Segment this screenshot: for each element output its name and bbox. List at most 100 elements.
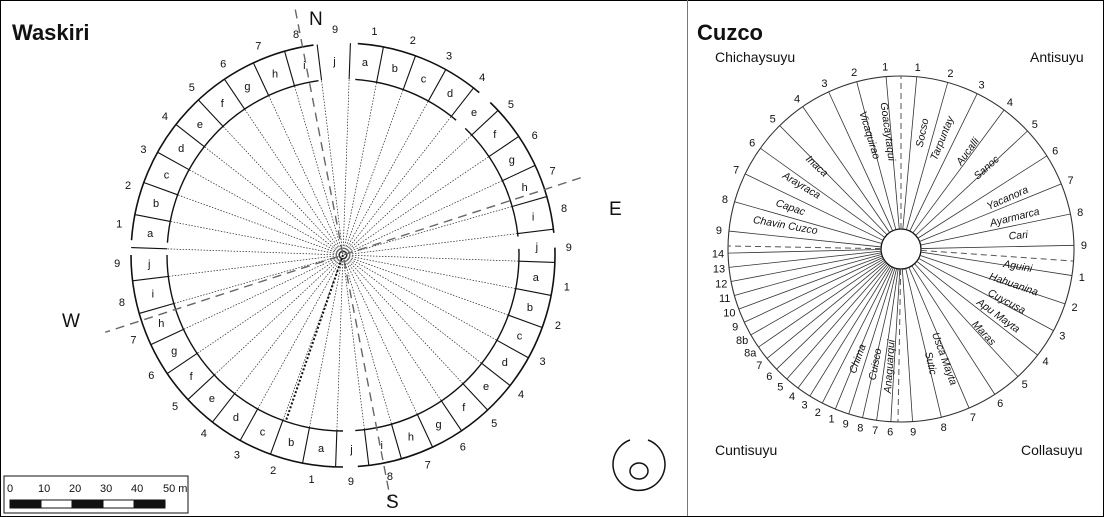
ceque-name: Aguini — [1001, 258, 1033, 275]
ceque-number: 4 — [1042, 356, 1048, 368]
cell-letter: j — [147, 258, 150, 270]
collasuyu-ceque-line — [901, 268, 913, 422]
ray-line — [173, 255, 341, 304]
ceque-number: 8a — [744, 348, 757, 360]
cell-letter: a — [362, 57, 369, 69]
ceque-number: 8b — [736, 335, 748, 347]
ray-line — [342, 79, 350, 253]
cell-letter: d — [447, 88, 453, 100]
ceque-name: Chavin Cuzco — [752, 214, 819, 237]
sector-number: 6 — [460, 442, 466, 454]
cell-divider — [150, 328, 184, 346]
ceque-number: 6 — [749, 137, 755, 149]
sector-number: 2 — [410, 35, 416, 47]
antisuyu-ceque-line — [909, 93, 978, 232]
ray-line — [345, 156, 490, 254]
cuntisuyu-ceque-line — [834, 267, 894, 410]
ceque-number: 3 — [978, 80, 984, 92]
ceque-number: 14 — [712, 248, 724, 260]
ceque-number: 1 — [828, 413, 834, 425]
sector-number: 1 — [371, 26, 377, 38]
antisuyu-ceque-line — [920, 213, 1071, 246]
cell-divider — [496, 339, 529, 359]
sector-number: 5 — [491, 418, 497, 430]
ray-line — [268, 95, 343, 253]
ray-line — [343, 257, 392, 425]
cell-letter: g — [171, 346, 177, 358]
ray-line — [344, 116, 452, 253]
cell-divider — [416, 414, 434, 448]
outer-wall-arc — [489, 101, 555, 233]
sector-number: 7 — [130, 335, 136, 347]
cuntisuyu-ceque-line — [797, 264, 890, 389]
cell-divider — [517, 228, 554, 235]
ray-line — [183, 255, 341, 330]
ray-line — [345, 180, 503, 255]
cell-divider — [335, 430, 338, 467]
cell-letter: e — [197, 119, 203, 131]
ray-line — [345, 233, 518, 255]
cell-letter: i — [303, 60, 305, 72]
cell-letter: g — [509, 154, 515, 166]
ray-line — [294, 85, 343, 253]
east-boundary — [920, 249, 1074, 262]
ceque-number: 4 — [789, 391, 795, 403]
scale-tick-label: 50 m — [163, 483, 187, 495]
north-label: N — [309, 9, 323, 30]
cuntisuyu-ceque-line — [821, 266, 893, 404]
collasuyu-ceque-line — [911, 265, 996, 395]
ceque-name: Vicaquirao — [856, 110, 882, 161]
waskiri-diagram: a b c d e f g h i j a b c d e f g h i j a b c d e f g h i j a b c d e f g h i j… — [105, 9, 581, 501]
ceque-number: 6 — [1052, 146, 1058, 158]
south-label: S — [386, 492, 399, 513]
collasuyu-ceque-line — [908, 267, 970, 409]
east-label: E — [609, 199, 622, 220]
cell-letter: b — [288, 437, 294, 449]
ceque-number: 5 — [1032, 119, 1038, 131]
ceque-name: Chima — [847, 342, 869, 375]
cell-letter: b — [153, 198, 159, 210]
sector-number: 8 — [387, 471, 393, 483]
cell-divider — [139, 302, 174, 314]
sector-number: 5 — [172, 401, 178, 413]
inner-wall-arc — [355, 248, 520, 432]
cell-divider — [302, 427, 310, 464]
cell-divider — [269, 420, 284, 455]
cell-letter: b — [527, 302, 533, 314]
sector-number: 9 — [566, 242, 572, 254]
chinchaysuyu-ceque-line — [744, 173, 884, 241]
ceque-name: Socso — [914, 117, 932, 148]
cuntisuyu-ceque-line — [728, 249, 882, 254]
cell-letter: i — [380, 440, 382, 452]
scale-bar: 0 10 20 30 40 50 m — [3, 475, 189, 514]
chinchaysuyu-ceque-line — [856, 81, 897, 230]
collasuyu-ceque-line — [905, 268, 942, 418]
ray-line — [344, 134, 472, 254]
outer-wall-arc — [130, 44, 314, 241]
cell-divider — [187, 374, 215, 400]
scale-segment — [102, 499, 135, 509]
scale-segment — [40, 499, 73, 509]
ceque-number: 9 — [732, 321, 738, 333]
orientation-axis — [105, 177, 581, 333]
chinchaysuyu-ceque-line — [734, 201, 882, 244]
chinchaysuyu-ceque-line — [828, 91, 893, 232]
antisuyu-ceque-line — [912, 109, 1005, 234]
ceque-name: Sutic — [922, 351, 939, 377]
ray-line — [234, 257, 342, 394]
ray-line — [177, 194, 341, 255]
ceque-number: 3 — [1059, 330, 1065, 342]
cell-divider — [402, 55, 417, 90]
ceque-number: 5 — [1022, 379, 1028, 391]
sector-number: 2 — [555, 320, 561, 332]
ceque-number: 7 — [872, 425, 878, 437]
cell-divider — [390, 424, 402, 459]
cell-divider — [515, 288, 552, 296]
outer-wall-arc — [130, 254, 344, 468]
ceque-name: Capac — [774, 197, 807, 218]
ceque-number: 2 — [947, 68, 953, 80]
sector-number: 3 — [446, 50, 452, 62]
scale-tick-label: 10 — [38, 483, 50, 495]
chinchaysuyu-ceque-line — [779, 125, 888, 236]
cuntisuyu-ceque-line — [776, 262, 887, 370]
